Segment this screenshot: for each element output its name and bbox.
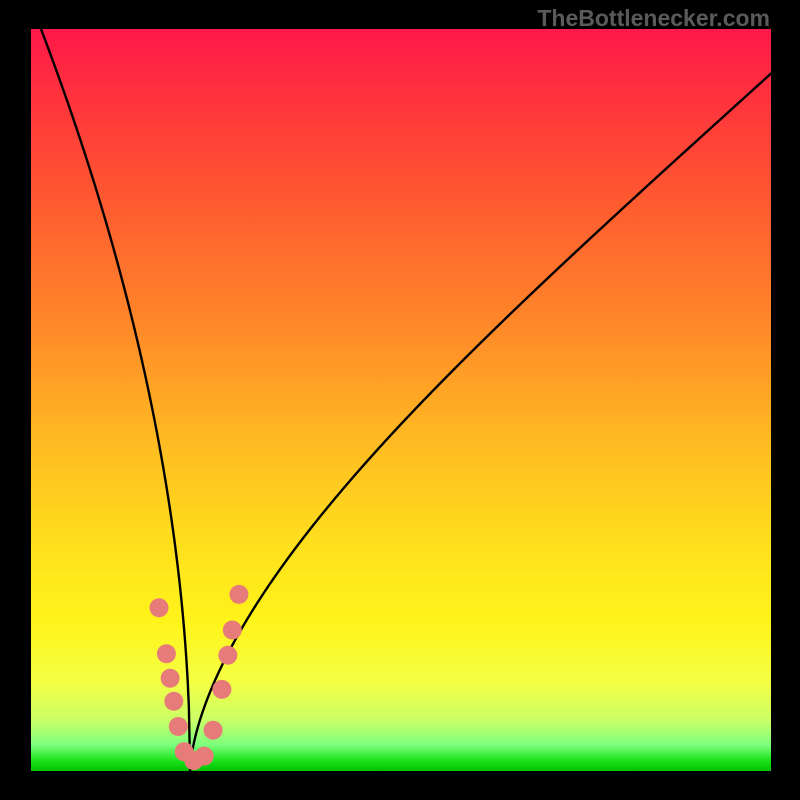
- data-marker: [169, 717, 188, 736]
- data-marker: [157, 644, 176, 663]
- plot-svg: [31, 29, 771, 771]
- plot-area: [31, 29, 771, 771]
- watermark-label: TheBottlenecker.com: [537, 5, 770, 32]
- data-marker: [195, 747, 214, 766]
- v-curve: [31, 29, 771, 771]
- data-marker: [164, 692, 183, 711]
- data-marker: [223, 621, 242, 640]
- chart-frame: TheBottlenecker.com: [0, 0, 800, 800]
- marker-group: [150, 585, 249, 770]
- data-marker: [161, 669, 180, 688]
- data-marker: [212, 680, 231, 699]
- data-marker: [150, 598, 169, 617]
- data-marker: [204, 721, 223, 740]
- data-marker: [218, 646, 237, 665]
- data-marker: [229, 585, 248, 604]
